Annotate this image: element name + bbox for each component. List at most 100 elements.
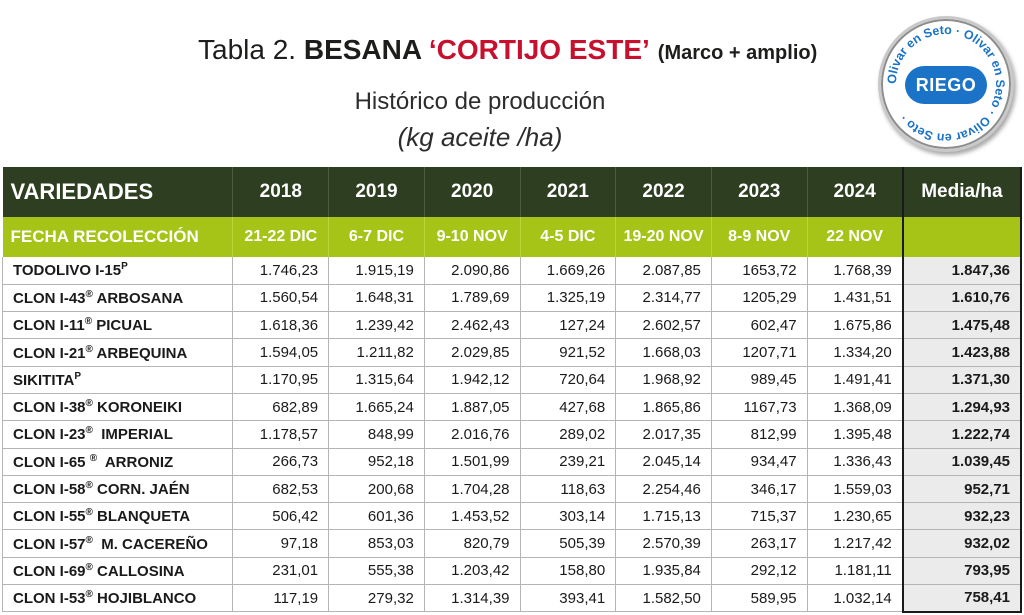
yield-cell: 292,12: [711, 557, 808, 586]
harvest-date: 8-9 NOV: [711, 217, 808, 257]
yield-cell: 1.453,52: [424, 502, 521, 531]
yield-cell: 1.334,20: [807, 338, 904, 367]
variety-label: CLON I-69: [13, 562, 86, 580]
media-cell: 1.294,93: [901, 393, 1023, 422]
yield-cell: 715,37: [711, 502, 808, 531]
yield-cell: 2.029,85: [424, 338, 521, 367]
variety-name: CLON I-11® PICUAL: [1, 311, 234, 340]
table-row: CLON I-69® CALLOSINA 231,01 555,38 1.203,42…: [1, 557, 1023, 586]
yield-cell: 1.170,95: [232, 366, 330, 394]
header-year: 2021: [520, 167, 617, 217]
media-cell: 932,02: [901, 529, 1023, 558]
variety-suffix: CALLOSINA: [92, 562, 185, 580]
table-row: CLON I-58® CORN. JAÉN 682,53 200,68 1.704,2…: [1, 475, 1023, 504]
yield-cell: 2.602,57: [615, 311, 712, 340]
table-row: CLON I-55® BLANQUETA 506,42 601,36 1.453,52…: [1, 502, 1023, 531]
variety-suffix: ARRONIZ: [97, 453, 174, 471]
yield-cell: 200,68: [328, 475, 425, 504]
media-cell: 1.423,88: [901, 338, 1023, 367]
variety-name: CLON I-57® M. CACEREÑO: [1, 529, 234, 558]
header-year: 2023: [711, 167, 808, 217]
yield-cell: 601,36: [328, 502, 425, 531]
variety-label: CLON I-58: [13, 481, 86, 499]
registered-mark: ®: [85, 589, 93, 601]
yield-cell: 231,01: [232, 557, 330, 586]
yield-cell: 505,39: [520, 529, 617, 558]
yield-cell: 303,14: [520, 502, 617, 531]
media-cell: 1.610,76: [901, 284, 1023, 313]
variety-label: CLON I-57: [13, 535, 86, 553]
yield-cell: 1167,73: [711, 393, 808, 422]
table-row: CLON I-23® IMPERIAL 1.178,57 848,99 2.016,7…: [1, 420, 1023, 449]
header-year: 2024: [807, 167, 904, 217]
registered-mark: ®: [85, 480, 93, 492]
yield-cell: 1.915,19: [328, 257, 425, 285]
yield-cell: 1.501,99: [424, 448, 521, 476]
table-row: CLON I-38® KORONEIKI 682,89 1.665,24 1.887,…: [1, 393, 1023, 422]
table-row: CLON I-53® HOJIBLANCO 117,19 279,32 1.314,3…: [1, 584, 1023, 613]
yield-cell: 2.090,86: [424, 257, 521, 285]
yield-cell: 1207,71: [711, 338, 808, 367]
yield-cell: 589,95: [711, 584, 808, 613]
riego-seal: Olivar en Seto · Olivar en Seto · Olivar…: [878, 16, 1014, 152]
harvest-date: 21-22 DIC: [232, 217, 330, 257]
yield-cell: 1.648,31: [328, 284, 425, 313]
harvest-date: 4-5 DIC: [520, 217, 617, 257]
yield-cell: 1.368,09: [807, 393, 904, 422]
header-year: 2018: [232, 167, 330, 217]
yield-cell: 820,79: [424, 529, 521, 558]
riego-badge: RIEGO: [905, 66, 987, 104]
yield-cell: 127,24: [520, 311, 617, 340]
yield-cell: 2.016,76: [424, 420, 521, 449]
variety-name: CLON I-23® IMPERIAL: [1, 420, 234, 449]
table-row: CLON I-57® M. CACEREÑO 97,18 853,03 820,79 5…: [1, 529, 1023, 558]
yield-cell: 720,64: [520, 366, 617, 394]
yield-cell: 853,03: [328, 529, 425, 558]
yield-cell: 2.087,85: [615, 257, 712, 285]
yield-cell: 921,52: [520, 338, 617, 367]
variety-label: CLON I-21: [13, 344, 86, 362]
protected-mark: P: [74, 370, 82, 382]
yield-cell: 1.594,05: [232, 338, 330, 367]
yield-cell: 117,19: [232, 584, 330, 613]
title-prefix: Tabla 2.: [198, 34, 304, 65]
registered-mark: ®: [85, 425, 93, 437]
title-highlight: ‘CORTIJO ESTE’: [428, 34, 650, 65]
yield-cell: 1.668,03: [615, 338, 712, 367]
media-cell: 1.039,45: [901, 448, 1023, 476]
yield-cell: 1.395,48: [807, 420, 904, 449]
header-year: 2019: [328, 167, 425, 217]
yield-cell: 1.746,23: [232, 257, 330, 285]
media-cell: 793,95: [901, 557, 1023, 586]
variety-name: TODOLIVO I-15P: [1, 257, 234, 285]
yield-cell: 1.336,43: [807, 448, 904, 476]
variety-label: CLON I-11: [13, 317, 85, 335]
harvest-date-label: FECHA RECOLECCIÓN: [2, 217, 234, 257]
yield-cell: 1.032,14: [807, 584, 904, 613]
table-row: CLON I-21® ARBEQUINA 1.594,05 1.211,82 2.02…: [1, 338, 1023, 367]
media-cell: 1.847,36: [901, 257, 1023, 285]
registered-mark: ®: [85, 534, 93, 546]
yield-cell: 934,47: [711, 448, 808, 476]
title-bold: BESANA: [303, 34, 429, 65]
yield-cell: 393,41: [520, 584, 617, 613]
variety-suffix: KORONEIKI: [92, 399, 183, 417]
variety-suffix: HOJIBLANCO: [92, 590, 197, 608]
title-suffix: (Marco + amplio): [657, 42, 818, 64]
header-media: Media/ha: [901, 167, 1023, 217]
variety-suffix: ARBEQUINA: [92, 344, 188, 362]
yield-cell: 1.618,36: [232, 311, 330, 340]
media-cell: 1.475,48: [901, 311, 1023, 340]
media-cell: 1.371,30: [901, 366, 1023, 394]
yield-cell: 427,68: [520, 393, 617, 422]
harvest-date: 9-10 NOV: [424, 217, 521, 257]
variety-name: CLON I-38® KORONEIKI: [1, 393, 234, 422]
table-row: TODOLIVO I-15P 1.746,23 1.915,19 2.090,86 1.…: [1, 257, 1023, 285]
variety-suffix: M. CACEREÑO: [92, 535, 208, 553]
yield-cell: 2.462,43: [424, 311, 521, 340]
harvest-date: [901, 217, 1023, 257]
yield-cell: 1.239,42: [328, 311, 425, 340]
registered-mark: ®: [85, 288, 93, 300]
registered-mark: ®: [85, 507, 93, 519]
yield-cell: 1.665,24: [328, 393, 425, 422]
